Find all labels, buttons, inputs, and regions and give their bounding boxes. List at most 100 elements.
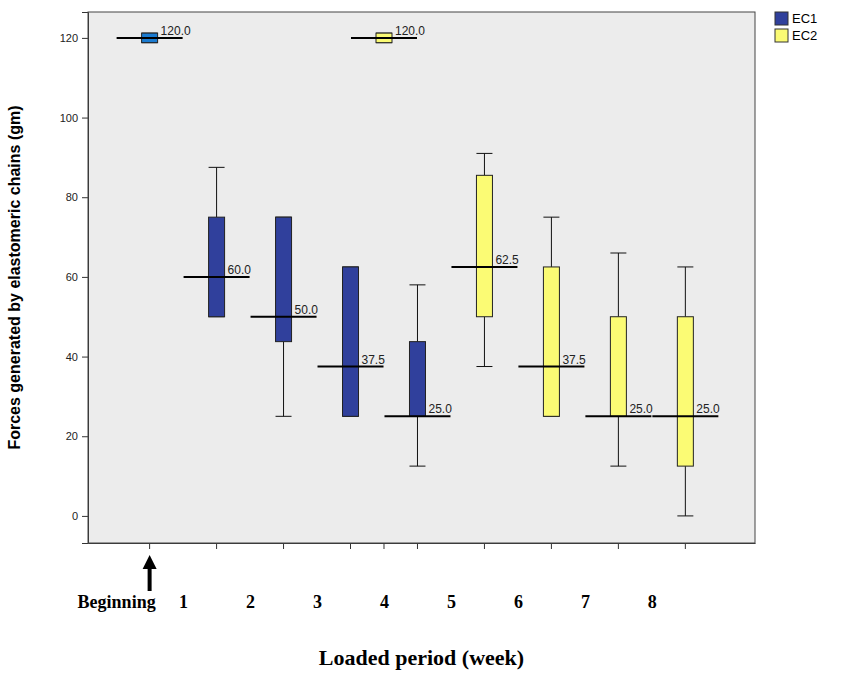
whisker-cap-lower (276, 416, 292, 417)
y-axis: 0 20 40 60 80 100 120 (60, 13, 89, 544)
legend-label: EC2 (792, 28, 817, 43)
x-tick-label: 5 (447, 592, 456, 612)
median-label: 37.5 (562, 353, 586, 367)
y-tick-label: 0 (72, 510, 78, 522)
chart-container: 0 20 40 60 80 100 120 Beginning 1 2 3 4 5 6 7 8 120.0 60.… (0, 0, 853, 685)
x-tick-label: 8 (648, 592, 657, 612)
whisker-lower (283, 342, 284, 417)
box-series (351, 33, 718, 516)
whisker-cap-lower (677, 515, 693, 516)
x-tick-label: 2 (246, 592, 255, 612)
whisker-upper (685, 267, 686, 317)
x-tick: Beginning (78, 543, 156, 612)
y-tick-mark (82, 38, 88, 39)
box (409, 342, 425, 417)
whisker-upper (618, 253, 619, 317)
whisker-cap-upper (610, 253, 626, 254)
box (610, 317, 626, 417)
box-position-ticks (150, 543, 686, 549)
y-tick-mark (82, 197, 88, 198)
y-tick: 100 (60, 112, 88, 124)
box-position-tick (685, 543, 686, 549)
y-tick: 0 (72, 510, 88, 522)
median-label: 62.5 (495, 253, 519, 267)
x-tick-label: 3 (313, 592, 322, 612)
box (276, 217, 292, 341)
x-tick-label: 1 (179, 592, 188, 612)
box-position-tick (551, 543, 552, 549)
box-position-tick (383, 543, 384, 549)
whisker-cap-lower (476, 366, 492, 367)
median-label: 60.0 (228, 263, 252, 277)
arrow-shaft (148, 567, 152, 591)
box-position-tick (484, 543, 485, 549)
x-tick: 4 (380, 543, 389, 612)
chart-svg: 0 20 40 60 80 100 120 Beginning 1 2 3 4 5 6 7 8 120.0 60.… (0, 0, 853, 685)
plot-background (88, 12, 755, 543)
median-label: 120.0 (395, 24, 425, 38)
median-label: 25.0 (629, 402, 653, 416)
median-label: 120.0 (161, 24, 191, 38)
y-tick-label: 80 (66, 191, 78, 203)
y-tick-label: 100 (60, 112, 78, 124)
y-tick: 40 (66, 351, 88, 363)
whisker-cap-upper (543, 217, 559, 218)
beginning-arrow (143, 555, 157, 591)
whisker-upper (551, 217, 552, 267)
box-position-tick (350, 543, 351, 549)
legend-label: EC1 (792, 11, 817, 26)
y-tick-mark (82, 357, 88, 358)
median-label: 37.5 (362, 353, 386, 367)
arrow-head (143, 555, 157, 569)
legend-swatch (775, 12, 788, 25)
y-tick-label: 120 (60, 32, 78, 44)
box (343, 267, 359, 416)
whisker-upper (417, 285, 418, 342)
x-tick: 6 (514, 543, 523, 612)
plot-marks (117, 33, 719, 516)
x-tick: 1 (179, 543, 188, 612)
whisker-lower (685, 466, 686, 516)
whisker-lower (417, 416, 418, 466)
whisker-lower (484, 317, 485, 367)
whisker-cap-upper (409, 284, 425, 285)
median-label: 25.0 (696, 402, 720, 416)
x-axis: Beginning 1 2 3 4 5 6 7 8 (78, 543, 756, 612)
y-tick-mark (82, 516, 88, 517)
whisker-cap-upper (476, 153, 492, 154)
y-tick: 60 (66, 271, 88, 283)
whisker-cap-lower (409, 466, 425, 467)
y-tick: 20 (66, 430, 88, 442)
y-tick-label: 40 (66, 351, 78, 363)
x-tick: 2 (246, 543, 255, 612)
whisker-cap-upper (677, 266, 693, 267)
box (543, 267, 559, 416)
box-series (117, 33, 451, 466)
box-position-tick (618, 543, 619, 549)
plot-frame (88, 12, 755, 543)
x-tick-label: 6 (514, 592, 523, 612)
legend-swatch (775, 29, 788, 42)
whisker-cap-upper (209, 167, 225, 168)
x-tick: 7 (581, 543, 590, 612)
y-tick-mark (82, 118, 88, 119)
box-position-tick (283, 543, 284, 549)
whisker-upper (216, 167, 217, 217)
y-tick: 120 (60, 32, 88, 44)
x-axis-title: Loaded period (week) (319, 645, 524, 670)
data-labels: 120.0 60.0 50.0 37.5 25.0 120.0 62.5 37.5 25.0 25… (161, 24, 720, 416)
whisker-upper (484, 153, 485, 175)
whisker-lower (618, 416, 619, 466)
median-label: 50.0 (295, 303, 319, 317)
x-tick: 5 (447, 543, 456, 612)
y-tick-label: 20 (66, 430, 78, 442)
y-tick-mark (82, 277, 88, 278)
median-label: 25.0 (428, 402, 452, 416)
box (677, 317, 693, 466)
box (209, 217, 225, 317)
box (476, 175, 492, 316)
box-position-tick (216, 543, 217, 549)
y-tick-mark (82, 436, 88, 437)
x-tick-label: Beginning (78, 592, 156, 612)
box-position-tick (417, 543, 418, 549)
